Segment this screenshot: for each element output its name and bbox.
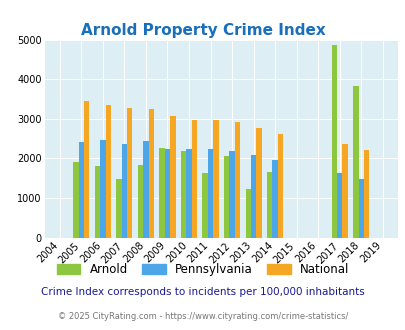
- Bar: [272, 160, 277, 238]
- Bar: [79, 142, 84, 238]
- Bar: [207, 148, 213, 238]
- Bar: [277, 134, 283, 238]
- Bar: [100, 140, 105, 238]
- Bar: [358, 179, 363, 238]
- Bar: [245, 189, 250, 238]
- Bar: [352, 86, 358, 238]
- Text: © 2025 CityRating.com - https://www.cityrating.com/crime-statistics/: © 2025 CityRating.com - https://www.city…: [58, 312, 347, 321]
- Bar: [137, 165, 143, 238]
- Bar: [266, 172, 272, 238]
- Text: Arnold Property Crime Index: Arnold Property Crime Index: [81, 23, 324, 38]
- Bar: [363, 150, 369, 238]
- Bar: [159, 148, 164, 238]
- Bar: [122, 144, 127, 238]
- Bar: [213, 120, 218, 238]
- Bar: [127, 108, 132, 238]
- Bar: [250, 155, 256, 238]
- Bar: [191, 120, 196, 238]
- Bar: [105, 105, 111, 238]
- Bar: [224, 156, 229, 238]
- Bar: [181, 151, 186, 238]
- Bar: [148, 109, 153, 238]
- Bar: [116, 180, 121, 238]
- Legend: Arnold, Pennsylvania, National: Arnold, Pennsylvania, National: [52, 258, 353, 281]
- Bar: [94, 166, 100, 238]
- Bar: [186, 149, 191, 238]
- Bar: [84, 101, 89, 238]
- Bar: [336, 173, 341, 238]
- Bar: [229, 151, 234, 238]
- Bar: [73, 162, 79, 238]
- Bar: [170, 116, 175, 238]
- Bar: [341, 144, 347, 238]
- Bar: [331, 45, 336, 238]
- Bar: [256, 128, 261, 238]
- Text: Crime Index corresponds to incidents per 100,000 inhabitants: Crime Index corresponds to incidents per…: [41, 287, 364, 297]
- Bar: [234, 122, 239, 238]
- Bar: [164, 149, 170, 238]
- Bar: [143, 141, 148, 238]
- Bar: [202, 173, 207, 238]
